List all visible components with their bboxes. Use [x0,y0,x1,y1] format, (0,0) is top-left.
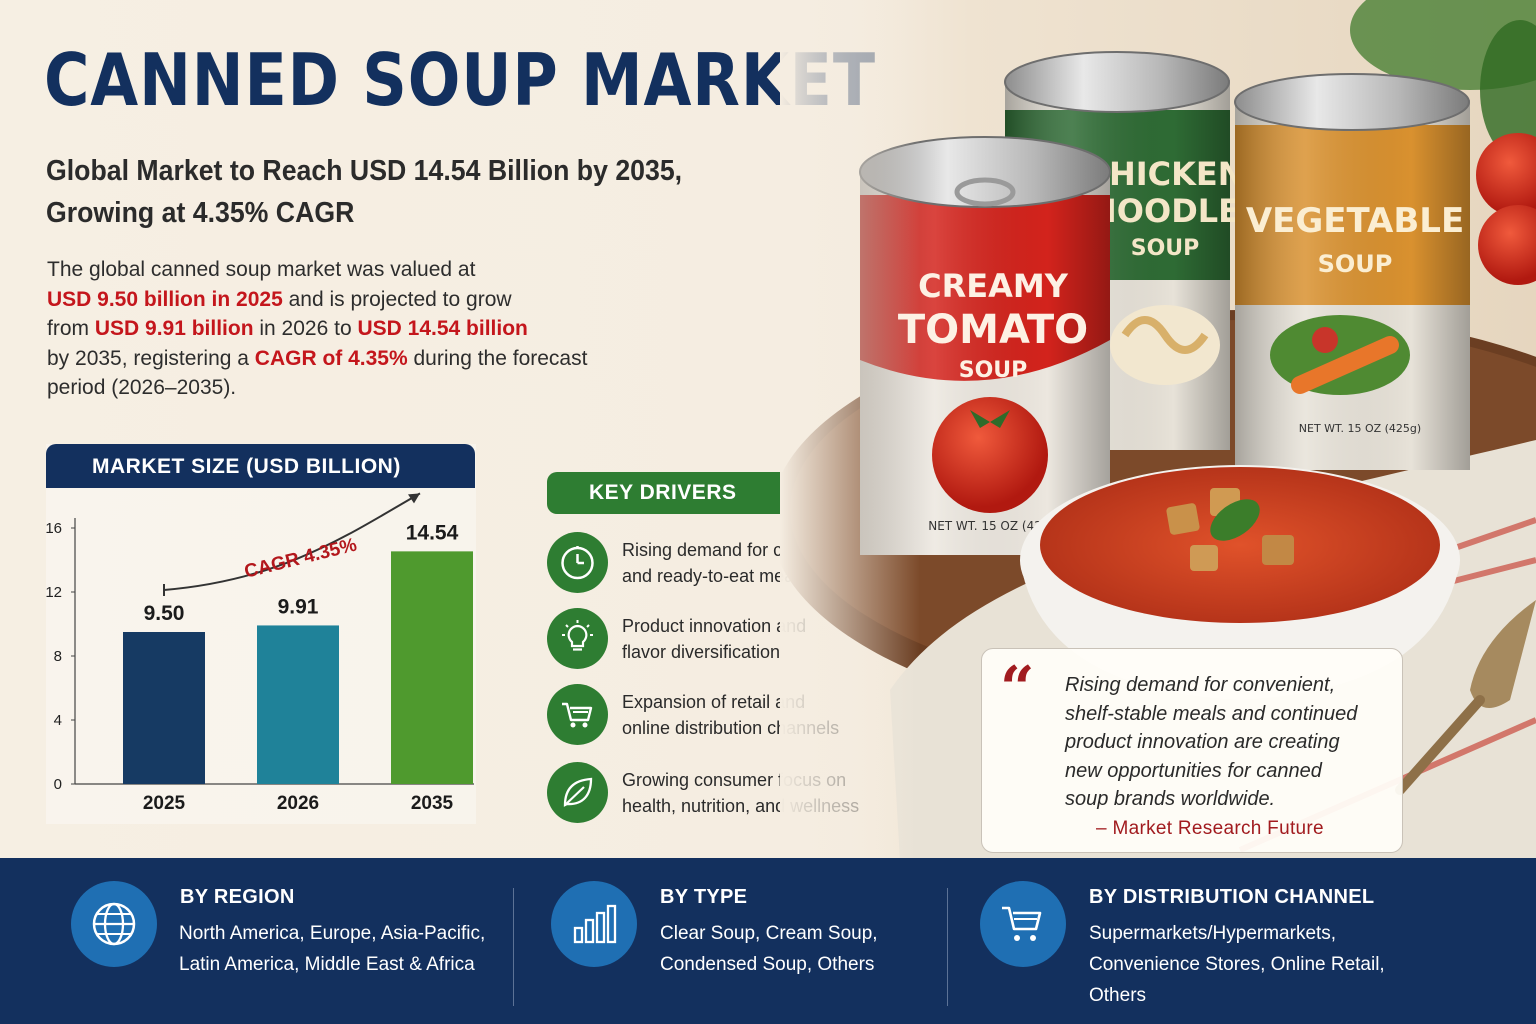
segment-region-body: North America, Europe, Asia-Pacific, Lat… [179,918,485,980]
leaf-icon [547,762,608,823]
globe-icon [71,881,157,967]
driver-line: and ready-to-eat meals [622,566,808,586]
segment-line: Latin America, Middle East & Africa [179,954,475,975]
x-category-label: 2035 [411,793,454,814]
bar-chart-icon [551,881,637,967]
cagr-annotation: CAGR 4.35% [242,535,359,583]
segment-type-body: Clear Soup, Cream Soup, Condensed Soup, … [660,918,878,980]
intro-text: period (2026–2035). [47,376,237,399]
quote-line: soup brands worldwide. [1065,788,1276,810]
vegetable-can-line2: SOUP [1318,250,1393,278]
intro-text: by 2035, registering a [47,346,255,370]
segment-line: Clear Soup, Cream Soup, [660,923,878,944]
driver-line: flavor diversification [622,642,781,662]
segment-type: BY TYPE Clear Soup, Cream Soup, Condense… [514,858,946,1024]
chicken-can-line1: CHICKEN [1085,155,1244,193]
x-category-label: 2026 [277,793,319,814]
vegetable-can-net-weight: NET WT. 15 OZ (425g) [1299,422,1421,435]
chicken-can-line2: NOODLE [1090,192,1240,230]
page-title: CANNED SOUP MARKET [44,38,876,122]
driver-line: Expansion of retail and [622,692,806,712]
cagr-arrow-head [408,493,420,504]
y-tick-label: 16 [46,520,62,537]
page-subtitle: Global Market to Reach USD 14.54 Billion… [46,150,745,234]
market-size-chart-panel: MARKET SIZE (USD BILLION) 0 4 8 12 16 9.50 202… [46,444,476,824]
quote-line: new opportunities for canned [1065,759,1322,782]
segment-channel-body: Supermarkets/Hypermarkets, Convenience S… [1089,918,1385,1011]
intro-highlight-cagr: CAGR of 4.35% [254,346,408,370]
footer-divider [513,888,514,1006]
bar [123,632,205,784]
x-category-label: 2025 [143,793,186,814]
intro-text: The global canned soup market was valued… [47,258,476,281]
chicken-can-line3: SOUP [1131,236,1200,261]
bar-value-label: 14.54 [406,521,459,544]
subtitle-line-1: Global Market to Reach USD 14.54 Billion… [46,155,683,187]
segment-channel-title: BY DISTRIBUTION CHANNEL [1089,886,1375,908]
cagr-arrow [163,492,421,591]
y-tick-label: 12 [46,584,62,601]
footer-divider [947,888,948,1006]
segment-region-title: BY REGION [180,886,295,908]
bar [257,625,339,784]
segment-line: Convenience Stores, Online Retail, [1089,954,1385,975]
segmentation-footer: BY REGION North America, Europe, Asia-Pa… [0,858,1536,1024]
intro-paragraph: The global canned soup market was valued… [47,255,627,403]
segment-line: Supermarkets/Hypermarkets, [1089,923,1337,944]
tomato-can-line2: TOMATO [898,307,1088,353]
vegetable-can-line1: VEGETABLE [1246,201,1464,241]
intro-highlight-2026: USD 9.91 billion [94,317,254,340]
intro-highlight-2025: USD 9.50 billion in 2025 [47,287,283,311]
quote-line: product innovation are creating [1065,731,1340,753]
bar-value-label: 9.50 [144,602,185,625]
soup-cans-illustration: CHICKEN NOODLE SOUP VEGETABLE SOUP NET W… [780,0,1536,860]
tomato-can-line3: SOUP [959,358,1028,383]
driver-line: Product innovation and [622,616,807,636]
intro-highlight-2035: USD 14.54 billion [357,317,528,340]
lightbulb-icon [547,608,608,669]
market-size-bar-chart: 0 4 8 12 16 9.50 2025 9.91 2026 14.54 2035 CAGR 4.3… [46,492,474,814]
y-tick-label: 0 [54,776,62,793]
chart-title: MARKET SIZE (USD BILLION) [46,444,475,488]
product-photo: CHICKEN NOODLE SOUP VEGETABLE SOUP NET W… [780,0,1536,860]
quote-source: – Market Research Future [1096,818,1324,839]
segment-line: Others [1089,985,1147,1006]
cart-icon [547,684,608,745]
driver-item: Product innovation and flavor diversific… [547,608,887,670]
bar [391,551,473,784]
segment-type-title: BY TYPE [660,886,748,908]
clock-icon [547,532,608,593]
quote-mark-icon: “ [1000,654,1035,724]
y-tick-label: 4 [54,712,62,729]
segment-channel: BY DISTRIBUTION CHANNEL Supermarkets/Hyp… [948,858,1536,1024]
cart-icon [980,881,1066,967]
quote-line: Rising demand for convenient, [1065,674,1336,696]
intro-text: in 2026 to [253,317,358,340]
tomato-can-line1: CREAMY [918,267,1069,305]
intro-text: from [47,317,95,340]
subtitle-line-2: Growing at 4.35% CAGR [46,197,355,229]
tomato-can-net-weight: NET WT. 15 OZ (425g) [928,519,1062,533]
segment-line: North America, Europe, Asia-Pacific, [179,923,486,944]
quote-text: Rising demand for convenient, shelf-stab… [1065,671,1385,814]
intro-text: during the forecast [407,346,588,370]
intro-text: and is projected to grow [282,287,512,311]
quote-line: shelf-stable meals and continued [1065,702,1358,725]
y-tick-label: 8 [54,648,62,665]
driver-text: Product innovation and flavor diversific… [622,613,882,665]
segment-line: Condensed Soup, Others [660,954,875,975]
segment-region: BY REGION North America, Europe, Asia-Pa… [0,858,512,1024]
quote-card: “ Rising demand for convenient, shelf-st… [981,648,1403,853]
bar-value-label: 9.91 [278,595,319,618]
